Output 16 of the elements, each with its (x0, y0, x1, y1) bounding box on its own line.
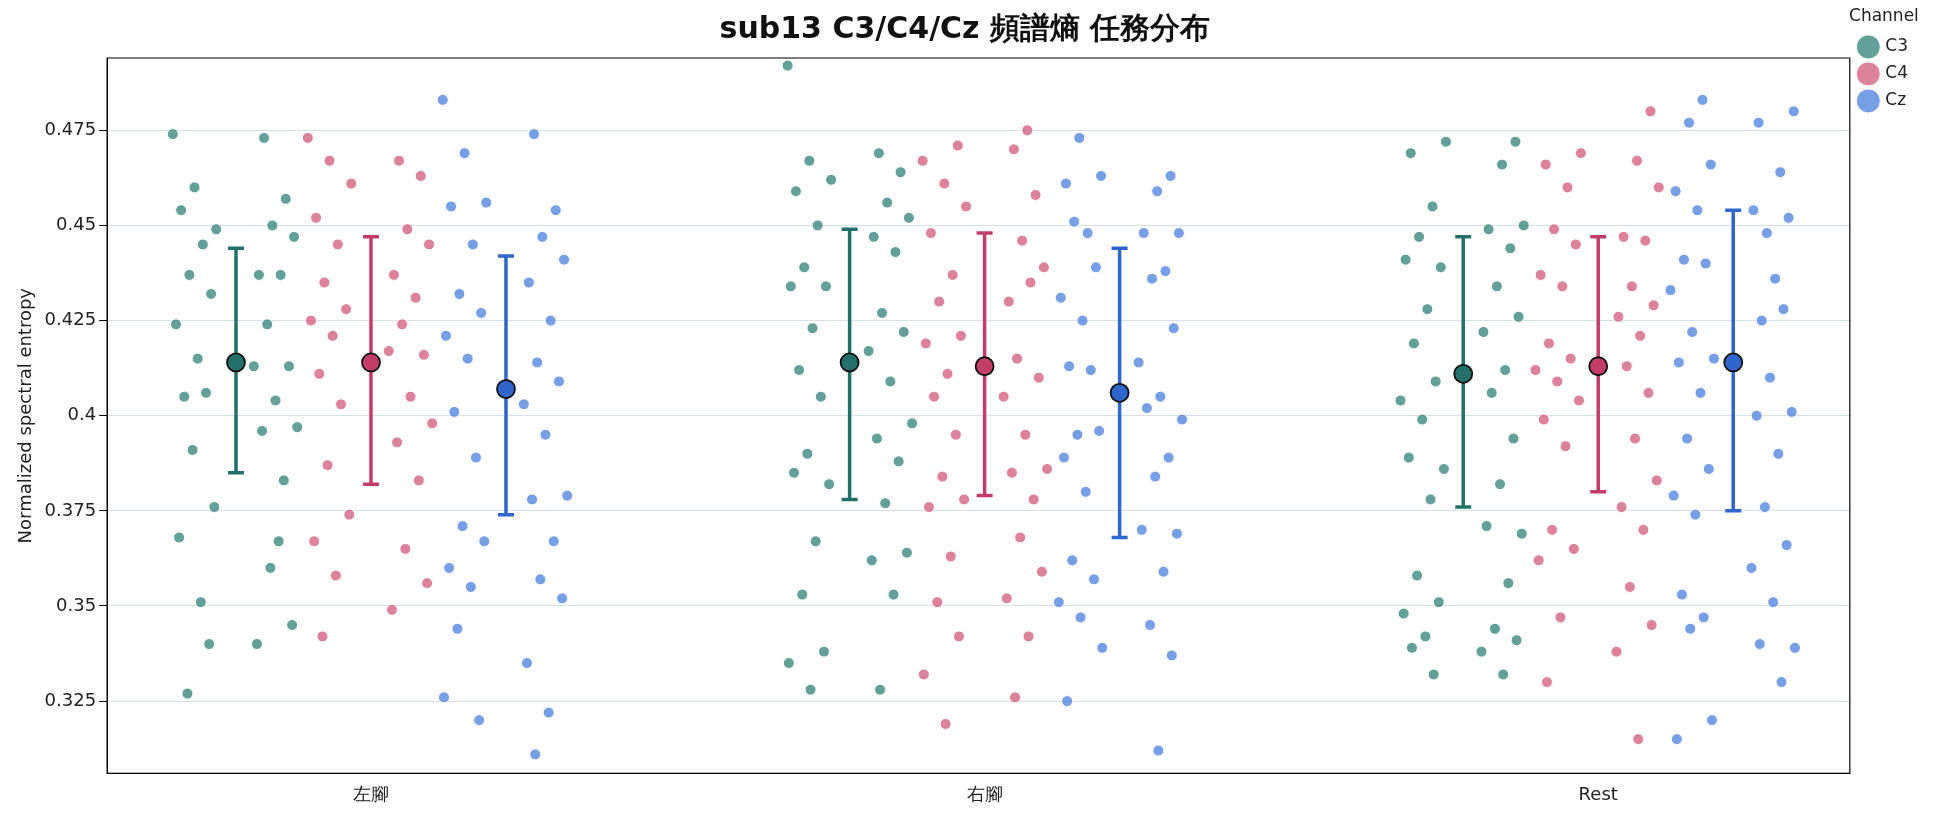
chart-title: sub13 C3/C4/Cz 頻譜熵 任務分布 (719, 9, 1211, 45)
legend-label: Cz (1885, 89, 1907, 110)
y-tick-label: 0.4 (67, 403, 97, 425)
x-tick-label: Rest (1578, 782, 1618, 804)
y-tick-label: 0.45 (56, 213, 97, 235)
y-tick-label: 0.375 (44, 498, 97, 520)
y-tick-label: 0.35 (56, 593, 97, 615)
y-tick-label: 0.425 (44, 308, 97, 330)
legend-label: C3 (1885, 35, 1908, 56)
x-tick-label: 右腳 (966, 782, 1003, 804)
legend-title: Channel (1849, 4, 1919, 25)
x-tick-label: 左腳 (352, 782, 389, 804)
legend-label: C4 (1885, 62, 1908, 83)
y-tick-label: 0.325 (44, 688, 97, 710)
y-axis-title: Normalized spectral entropy (14, 287, 36, 544)
y-tick-label: 0.475 (44, 117, 97, 139)
